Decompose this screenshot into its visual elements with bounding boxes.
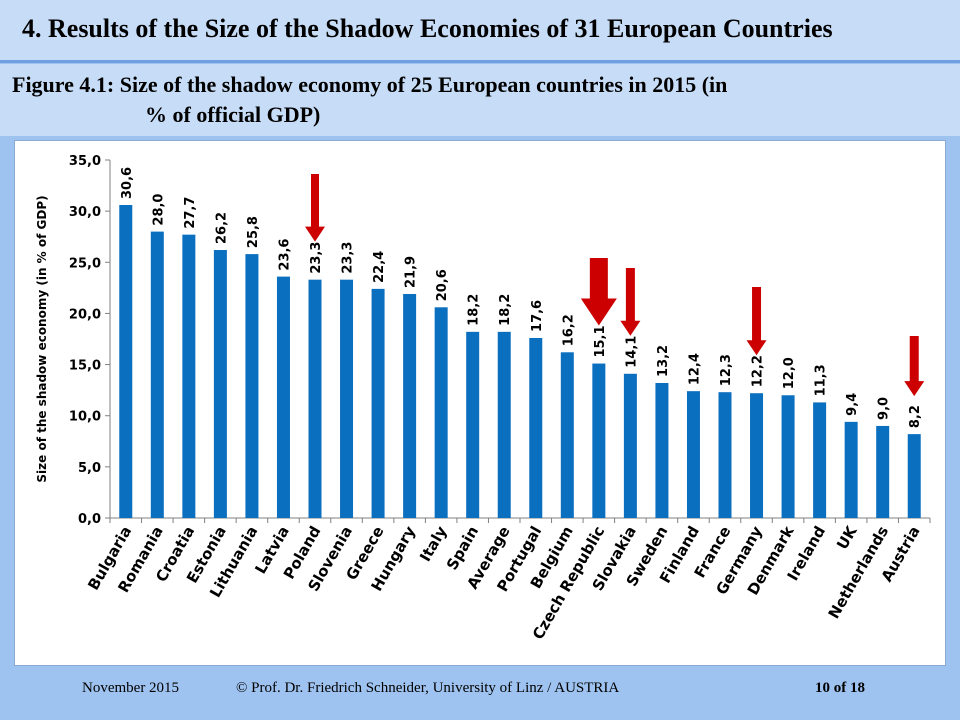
data-label: 25,8	[246, 216, 261, 248]
highlight-arrow	[746, 287, 767, 356]
bar	[403, 293, 417, 518]
data-label: 12,2	[751, 355, 766, 387]
data-label: 23,3	[309, 242, 324, 274]
data-label: 28,0	[151, 194, 166, 226]
y-tick-label: 15,0	[69, 359, 101, 374]
highlight-arrow	[580, 258, 617, 326]
y-tick-label: 20,0	[69, 307, 101, 322]
data-label: 18,2	[467, 294, 482, 326]
bar	[655, 382, 669, 518]
bar	[718, 392, 732, 518]
bar	[876, 425, 890, 518]
y-tick-label: 5,0	[78, 461, 101, 476]
bar	[308, 279, 322, 518]
bar	[466, 331, 480, 518]
slide-title: 4. Results of the Size of the Shadow Eco…	[22, 14, 833, 43]
bar	[560, 352, 574, 518]
data-label: 14,1	[624, 336, 639, 368]
bar	[813, 402, 827, 518]
bar	[529, 337, 543, 518]
highlight-arrow	[305, 174, 325, 242]
y-tick-label: 35,0	[69, 154, 101, 169]
bar	[340, 279, 354, 518]
data-label: 30,6	[120, 167, 135, 199]
bar	[119, 205, 133, 518]
bar	[182, 234, 196, 518]
data-label: 17,6	[530, 300, 545, 332]
data-label: 21,9	[404, 256, 419, 288]
bar	[497, 331, 511, 518]
figure-caption: Figure 4.1: Size of the shadow economy o…	[0, 64, 960, 136]
bar	[245, 254, 259, 519]
bar	[371, 288, 385, 518]
data-label: 11,3	[814, 364, 829, 396]
bar	[213, 250, 227, 519]
y-axis-title: Size of the shadow economy (in % of GDP)	[35, 195, 49, 482]
y-tick-label: 10,0	[69, 410, 101, 425]
data-label: 12,0	[782, 357, 797, 389]
bar	[781, 395, 795, 518]
data-label: 15,1	[593, 325, 608, 357]
bar	[686, 391, 700, 518]
data-label: 12,4	[687, 353, 702, 385]
title-bar: 4. Results of the Size of the Shadow Eco…	[0, 0, 960, 63]
y-tick-label: 0,0	[78, 512, 101, 527]
y-tick-label: 25,0	[69, 256, 101, 271]
bar	[150, 231, 164, 518]
caption-line-2: % of official GDP)	[145, 102, 321, 127]
y-tick-label: 30,0	[69, 205, 101, 220]
data-label: 9,4	[845, 393, 860, 416]
data-label: 26,2	[214, 212, 229, 244]
chart-panel: 0,0 5,0 10,0 15,0 20,0 25,0 30,0 35,0 Size of th…	[14, 140, 946, 666]
bar	[276, 276, 290, 518]
bar	[592, 363, 606, 518]
data-label: 13,2	[656, 345, 671, 377]
data-label: 16,2	[561, 314, 576, 346]
bar	[844, 421, 858, 518]
highlight-arrow	[620, 268, 641, 336]
data-label: 8,2	[908, 405, 923, 428]
data-label: 9,0	[877, 397, 892, 420]
data-label: 23,6	[277, 239, 292, 271]
data-label: 27,7	[183, 197, 198, 229]
category-label: UK	[833, 522, 861, 553]
bar-chart: 0,0 5,0 10,0 15,0 20,0 25,0 30,0 35,0 Size of th…	[35, 154, 931, 643]
data-label: 20,6	[435, 269, 450, 301]
data-label: 23,3	[341, 242, 356, 274]
bar	[623, 373, 637, 518]
footer-author: © Prof. Dr. Friedrich Schneider, Univers…	[236, 680, 620, 696]
caption-line-1: Figure 4.1: Size of the shadow economy o…	[12, 72, 728, 97]
bar	[907, 434, 921, 518]
highlight-arrow	[904, 336, 925, 397]
footer-date: November 2015	[82, 680, 180, 696]
bar	[434, 307, 448, 518]
data-label: 12,3	[719, 354, 734, 386]
footer: November 2015 © Prof. Dr. Friedrich Schn…	[0, 676, 960, 706]
page-number: 10 of 18	[815, 680, 865, 696]
data-label: 22,4	[372, 251, 387, 283]
data-label: 18,2	[498, 294, 513, 326]
bar	[750, 393, 764, 518]
